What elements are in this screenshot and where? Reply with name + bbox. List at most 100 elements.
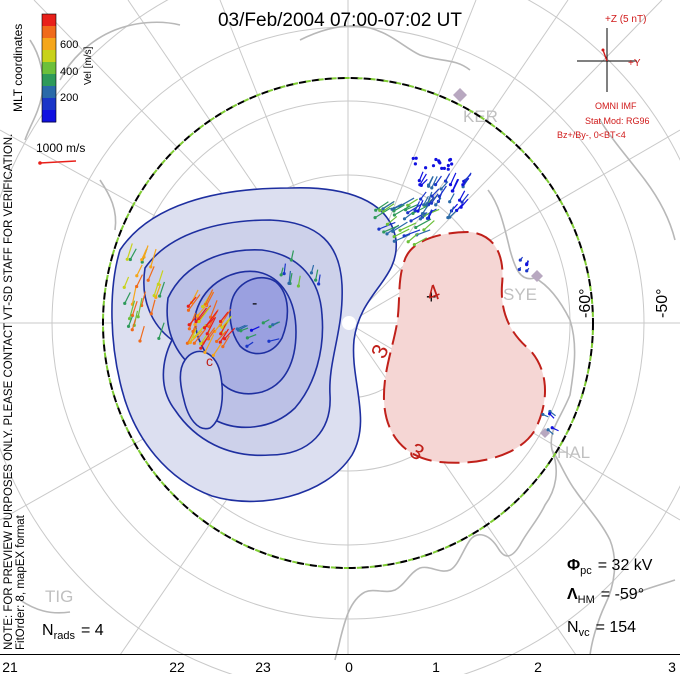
- velocity-vector: [123, 276, 130, 288]
- colorbar-unit-label: Vel [m/s]: [83, 46, 94, 85]
- velocity-vector-origin: [406, 203, 410, 207]
- velocity-vector-origin: [398, 228, 402, 232]
- velocity-vector-origin: [374, 208, 378, 212]
- positive-contour-outer: [382, 230, 546, 464]
- velocity-vector-origin: [289, 258, 293, 262]
- velocity-vector-origin: [414, 225, 418, 230]
- velocity-vector-origin: [317, 282, 321, 286]
- velocity-vector-origin: [414, 156, 418, 160]
- velocity-vector: [131, 287, 137, 305]
- velocity-vector-origin: [245, 336, 249, 340]
- velocity-vector-origin: [446, 167, 450, 171]
- velocity-vector: [193, 328, 207, 344]
- imf-dial: +Z (5 nT) +Y OMNI IMF Stat Mod: RG96 Bz+…: [557, 14, 650, 140]
- velocity-vector-origin: [392, 235, 396, 239]
- velocity-vectors: [122, 156, 559, 435]
- velocity-vector-origin: [419, 183, 423, 187]
- velocity-vector-origin: [446, 215, 450, 220]
- velocity-vector: [431, 176, 438, 189]
- colorbar-segment: [42, 74, 56, 87]
- velocity-vector: [141, 291, 146, 306]
- velocity-vector-origin: [437, 160, 441, 164]
- velocity-vector: [187, 294, 201, 311]
- velocity-vector-origin: [130, 328, 134, 332]
- coordinate-label: MLT coordinates: [11, 24, 25, 112]
- velocity-vector-origin: [193, 323, 197, 327]
- velocity-vector: [155, 283, 162, 298]
- colorbar-segment: [42, 50, 56, 63]
- velocity-vector: [129, 248, 137, 260]
- velocity-vector-origin: [192, 341, 196, 345]
- colorbar-segment: [42, 86, 56, 99]
- velocity-vector: [206, 316, 217, 334]
- velocity-vector-origin: [138, 339, 142, 343]
- velocity-vector: [289, 273, 293, 284]
- velocity-vector-origin: [296, 284, 301, 288]
- colorbar-segment: [42, 98, 56, 111]
- velocity-vector: [405, 203, 419, 211]
- imf-source-label: OMNI IMF: [595, 101, 637, 111]
- velocity-vector-origin: [425, 216, 430, 221]
- contour-label-c: c: [206, 353, 213, 369]
- velocity-vector: [188, 315, 198, 326]
- velocity-vector: [374, 207, 391, 219]
- velocity-vector-origin: [434, 157, 438, 162]
- imf-z-label: +Z (5 nT): [605, 14, 646, 25]
- velocity-vector-origin: [430, 194, 434, 198]
- velocity-vector-origin: [203, 350, 207, 354]
- velocity-vector: [139, 325, 145, 342]
- colorbar-tick-400: 400: [60, 66, 78, 78]
- velocity-vector: [394, 233, 411, 242]
- velocity-vector: [128, 300, 136, 319]
- velocity-vector-origin: [517, 267, 521, 272]
- mlt-tick-0: 0: [345, 659, 353, 674]
- velocity-vector: [147, 266, 155, 281]
- velocity-vector-origin: [279, 273, 283, 277]
- velocity-vector-origin: [126, 324, 131, 328]
- velocity-vector: [430, 193, 439, 204]
- colorbar-tick-200: 200: [60, 92, 78, 104]
- velocity-vector: [315, 269, 319, 281]
- velocity-vector: [150, 248, 157, 268]
- velocity-vector-origin: [390, 207, 394, 211]
- velocity-vector-origin: [418, 217, 423, 221]
- vector-count-stat: Nvc = 154: [567, 619, 636, 639]
- contour-label-3a: 3: [366, 340, 394, 362]
- velocity-vector-origin: [314, 278, 318, 282]
- colorbar-tick-600: 600: [60, 39, 78, 51]
- velocity-vector-origin: [425, 203, 429, 207]
- velocity-vector: [399, 222, 417, 231]
- velocity-vector: [392, 221, 408, 232]
- imf-condition-label: Bz+/By-, 0<BT<4: [557, 130, 626, 140]
- cross-polar-potential-stat: Φpc = 32 kV: [567, 557, 653, 577]
- velocity-vector-origin: [385, 232, 389, 236]
- velocity-vector-origin: [282, 272, 286, 276]
- velocity-vector-origin: [122, 285, 126, 289]
- velocity-vector: [283, 263, 287, 274]
- velocity-vector-origin: [221, 345, 225, 349]
- velocity-vector-origin: [413, 209, 417, 213]
- velocity-vector: [187, 296, 197, 307]
- velocity-vector: [438, 185, 447, 197]
- velocity-vector-origin: [424, 166, 428, 170]
- velocity-vector-origin: [385, 222, 389, 226]
- velocity-vector: [423, 220, 435, 231]
- velocity-vector: [393, 204, 405, 212]
- velocity-vector: [449, 172, 457, 185]
- velocity-vector-origin: [420, 211, 425, 216]
- velocity-vector: [127, 316, 133, 327]
- colorbar-segment: [42, 26, 56, 39]
- velocity-vector: [461, 193, 469, 203]
- velocity-vector: [297, 275, 301, 287]
- velocity-vector: [219, 328, 230, 343]
- velocity-vector-origin: [431, 164, 436, 168]
- velocity-vector: [382, 201, 395, 210]
- velocity-vector: [435, 175, 442, 185]
- velocity-vector-origin: [194, 319, 198, 324]
- velocity-vector-origin: [417, 179, 421, 183]
- velocity-vector-origin: [220, 325, 224, 329]
- velocity-vector-origin: [460, 200, 464, 204]
- velocity-vector-origin: [439, 187, 443, 191]
- velocity-vector-origin: [197, 319, 201, 324]
